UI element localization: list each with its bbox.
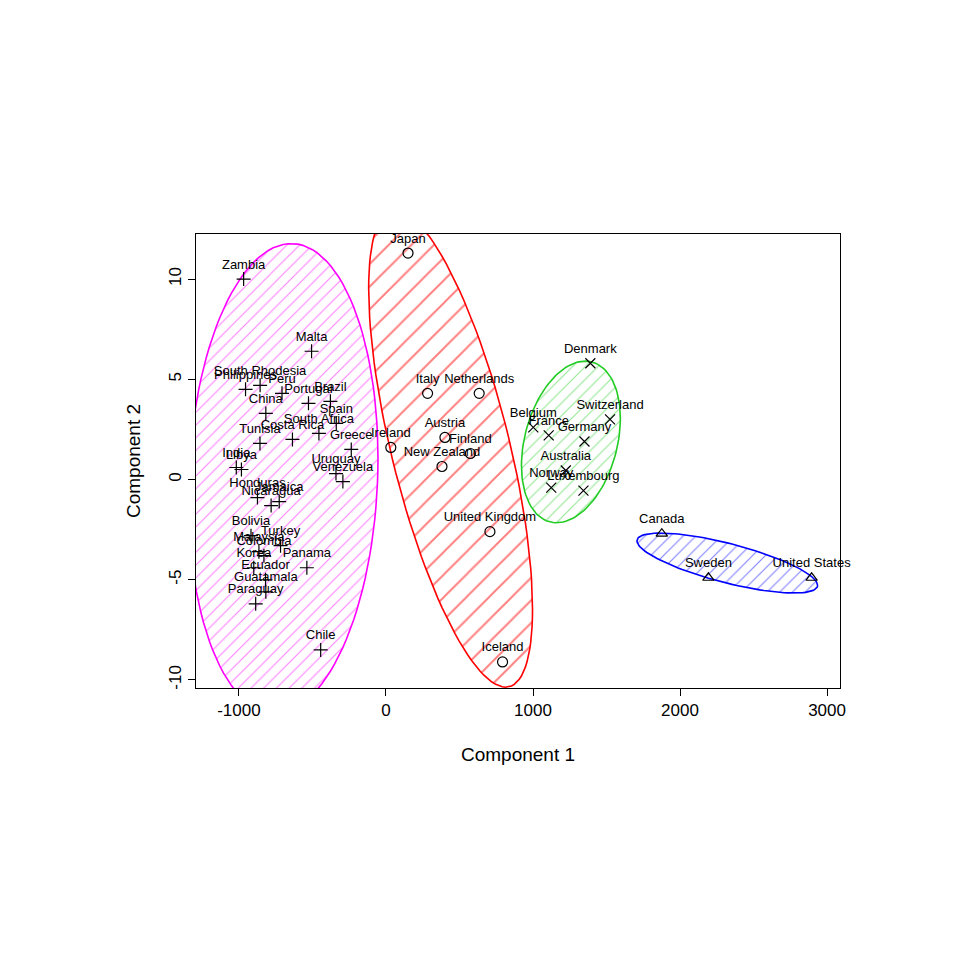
svg-text:Greece: Greece <box>330 427 373 442</box>
svg-text:-1000: -1000 <box>217 701 260 720</box>
svg-text:Japan: Japan <box>390 231 425 246</box>
svg-text:Finland: Finland <box>449 431 492 446</box>
svg-text:10: 10 <box>166 267 185 286</box>
svg-text:South Africa: South Africa <box>284 411 355 426</box>
svg-text:Belgium: Belgium <box>510 405 557 420</box>
svg-text:Uruguay: Uruguay <box>311 451 361 466</box>
svg-text:Colombia: Colombia <box>236 533 292 548</box>
svg-text:Denmark: Denmark <box>564 341 617 356</box>
svg-text:Korea: Korea <box>236 545 271 560</box>
svg-text:Portugal: Portugal <box>284 381 333 396</box>
svg-text:Jamaica: Jamaica <box>255 479 304 494</box>
svg-text:India: India <box>222 445 251 460</box>
svg-text:Canada: Canada <box>639 511 685 526</box>
svg-text:-10: -10 <box>166 665 185 690</box>
svg-text:Ecuador: Ecuador <box>241 557 290 572</box>
svg-text:Malaysia: Malaysia <box>233 529 285 544</box>
svg-text:Turkey: Turkey <box>261 523 301 538</box>
svg-text:Italy: Italy <box>416 371 440 386</box>
svg-text:Chile: Chile <box>306 627 336 642</box>
svg-text:3000: 3000 <box>808 701 846 720</box>
svg-text:Tunisia: Tunisia <box>239 421 281 436</box>
svg-text:Netherlands: Netherlands <box>444 371 515 386</box>
svg-text:United Kingdom: United Kingdom <box>444 509 537 524</box>
svg-text:Zambia: Zambia <box>222 257 266 272</box>
svg-text:2000: 2000 <box>661 701 699 720</box>
svg-text:South Rhodesia: South Rhodesia <box>214 363 307 378</box>
svg-text:Bolivia: Bolivia <box>232 513 271 528</box>
svg-text:Venezuela: Venezuela <box>313 459 374 474</box>
svg-text:Philippines: Philippines <box>214 367 277 382</box>
svg-text:Germany: Germany <box>558 419 612 434</box>
svg-text:Panama: Panama <box>283 545 332 560</box>
svg-text:Component 2: Component 2 <box>123 404 144 518</box>
svg-text:Libya: Libya <box>226 447 258 462</box>
svg-text:Switzerland: Switzerland <box>576 397 643 412</box>
svg-text:Paraguay: Paraguay <box>228 581 284 596</box>
svg-text:5: 5 <box>166 372 185 381</box>
svg-text:1000: 1000 <box>514 701 552 720</box>
svg-text:Nicaragua: Nicaragua <box>241 483 301 498</box>
svg-text:Peru: Peru <box>268 371 295 386</box>
svg-text:Malta: Malta <box>296 329 329 344</box>
svg-text:New Zealand: New Zealand <box>404 444 481 459</box>
svg-text:0: 0 <box>381 701 390 720</box>
svg-text:United States: United States <box>773 555 852 570</box>
svg-text:Brazil: Brazil <box>314 379 347 394</box>
svg-text:Guatamala: Guatamala <box>234 569 298 584</box>
svg-text:Iceland: Iceland <box>482 639 524 654</box>
svg-text:-5: -5 <box>166 570 185 585</box>
svg-text:Component 1: Component 1 <box>461 744 575 765</box>
svg-text:Spain: Spain <box>320 401 353 416</box>
svg-text:0: 0 <box>166 472 185 481</box>
svg-text:Luxembourg: Luxembourg <box>547 468 619 483</box>
svg-text:Honduras: Honduras <box>229 475 286 490</box>
svg-text:Costa Rica: Costa Rica <box>261 417 325 432</box>
svg-text:Sweden: Sweden <box>685 555 732 570</box>
svg-text:Norway: Norway <box>529 465 574 480</box>
svg-text:Ireland: Ireland <box>371 425 411 440</box>
svg-text:China: China <box>249 391 284 406</box>
svg-text:Australia: Australia <box>541 448 592 463</box>
svg-text:France: France <box>528 413 568 428</box>
svg-text:Austria: Austria <box>425 415 466 430</box>
